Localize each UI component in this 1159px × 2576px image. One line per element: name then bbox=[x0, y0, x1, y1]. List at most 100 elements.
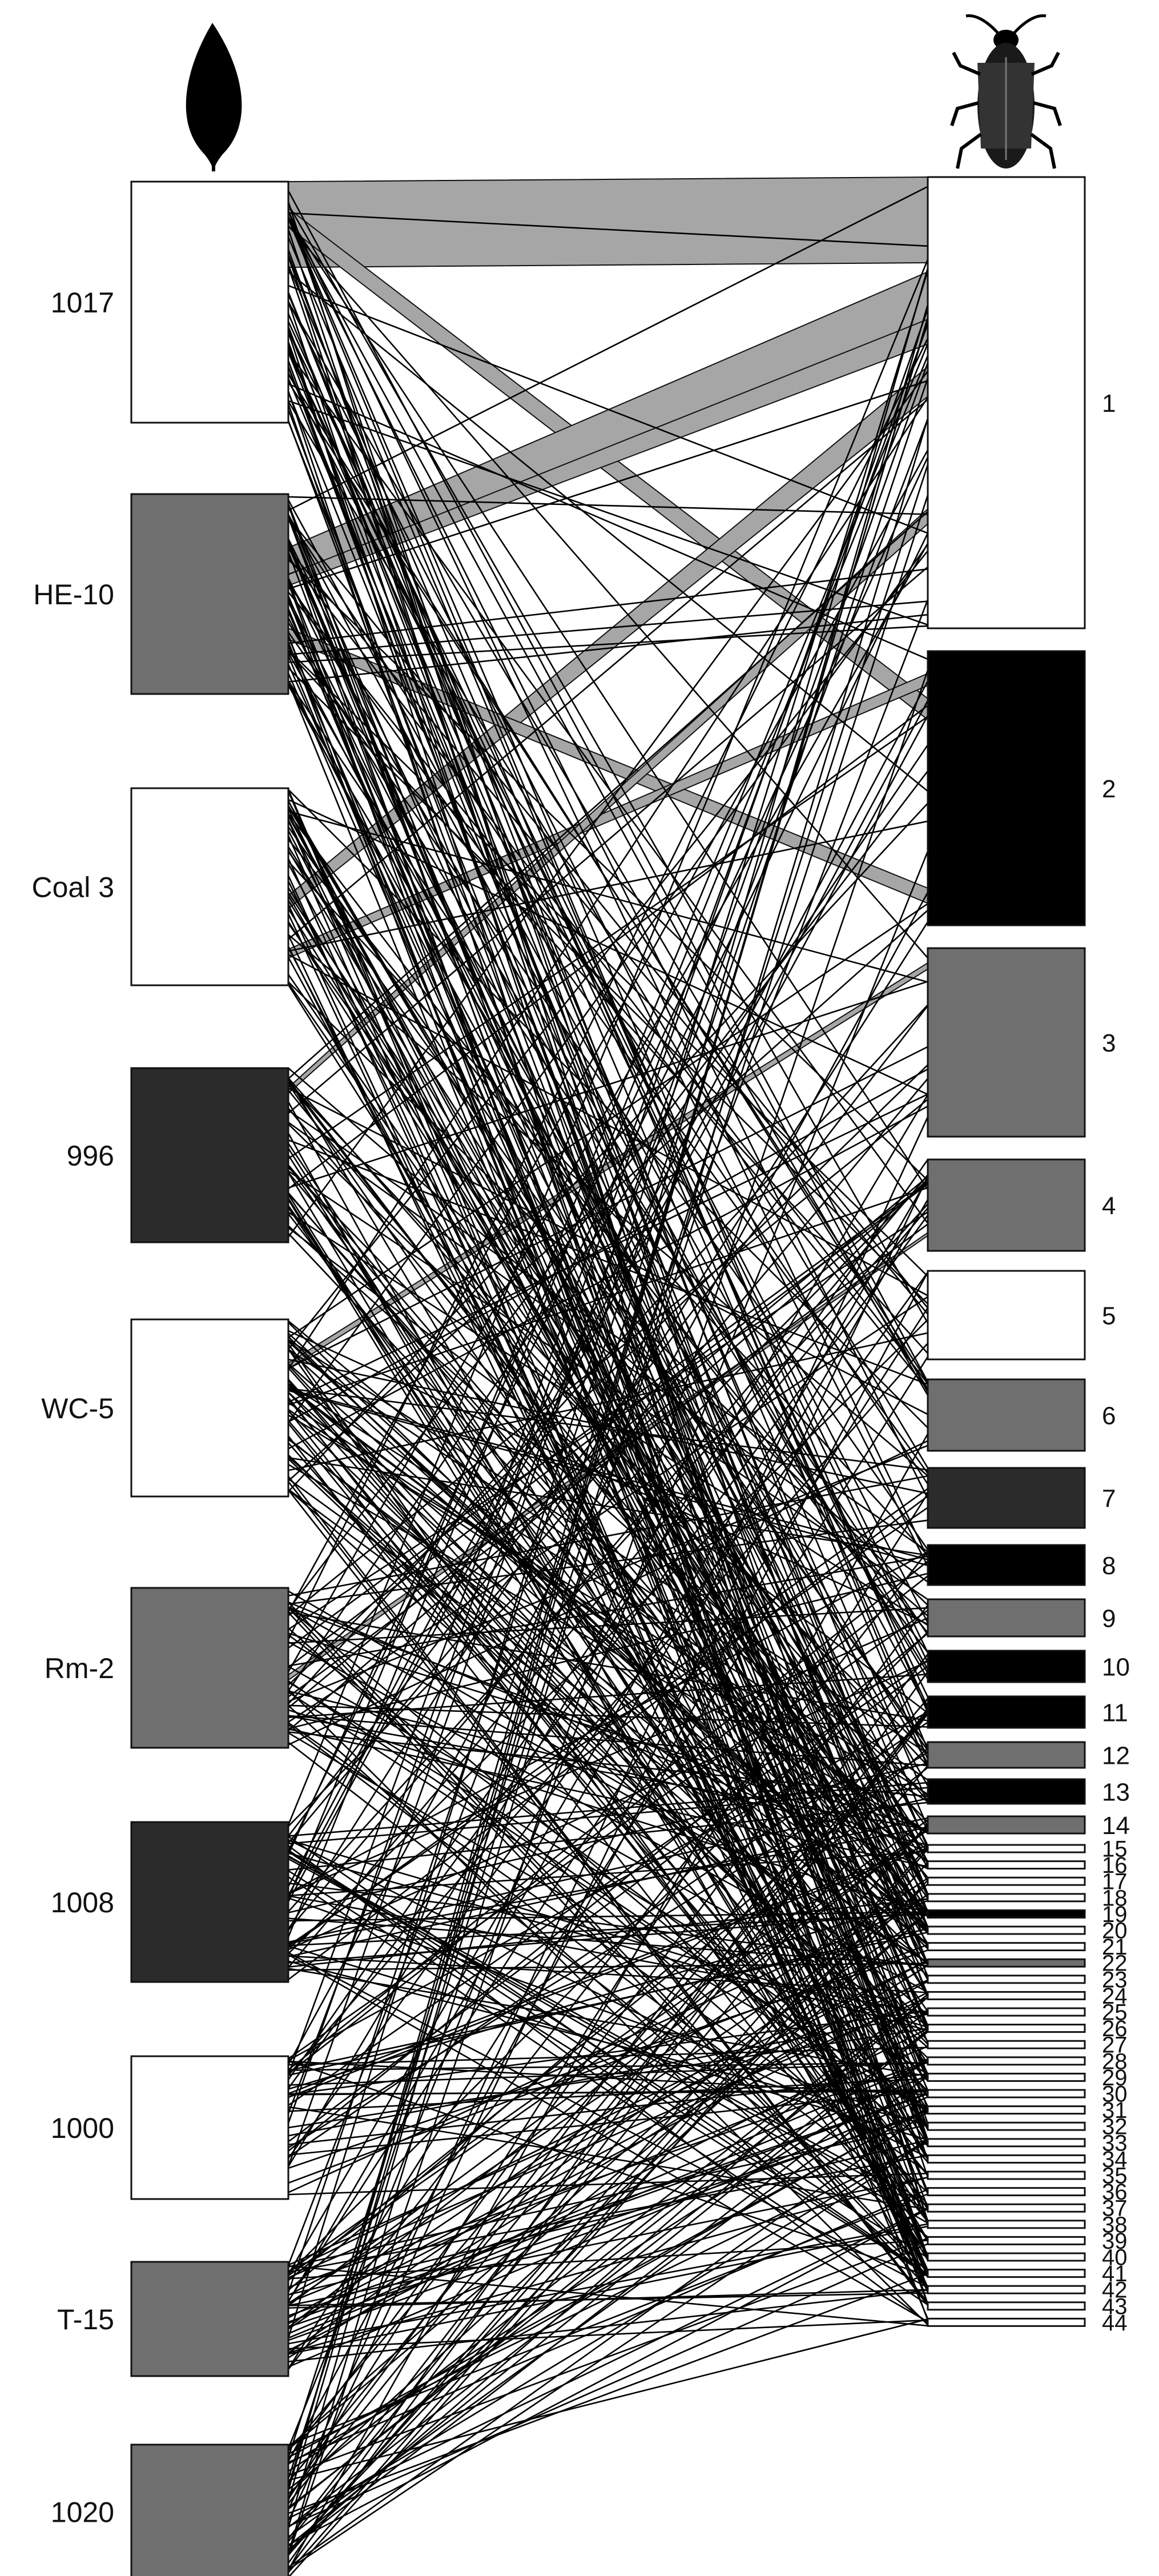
interaction-line bbox=[287, 326, 929, 1978]
interaction-line bbox=[288, 1077, 928, 1802]
insect-node-box bbox=[927, 2317, 1086, 2327]
interaction-line bbox=[288, 820, 928, 952]
insect-label: 3 bbox=[1102, 1029, 1116, 1057]
interaction-line bbox=[288, 1912, 928, 1964]
interaction-line bbox=[288, 1980, 928, 2319]
plant-label: Rm-2 bbox=[45, 1652, 114, 1684]
interaction-line bbox=[288, 649, 928, 1277]
insect-node-box bbox=[927, 2024, 1086, 2033]
interaction-line bbox=[288, 1380, 928, 2128]
insect-label: 29 bbox=[1102, 2065, 1128, 2091]
insect-node-box bbox=[927, 2236, 1086, 2245]
interaction-line bbox=[288, 1488, 928, 1949]
insect-node-box bbox=[927, 1844, 1086, 1853]
insect-node-box bbox=[927, 176, 1086, 629]
interaction-line bbox=[287, 644, 929, 2128]
insect-label: 6 bbox=[1102, 1402, 1116, 1430]
interaction-line bbox=[288, 1387, 928, 1862]
insect-label: 35 bbox=[1102, 2164, 1128, 2189]
insect-node-box bbox=[927, 2170, 1086, 2180]
interaction-line bbox=[287, 1198, 929, 2223]
insect-node-box bbox=[927, 2154, 1086, 2164]
interaction-line bbox=[287, 543, 929, 1672]
interaction-line bbox=[288, 2139, 928, 2296]
interaction-line bbox=[287, 249, 929, 1999]
interaction-line bbox=[287, 403, 929, 2258]
interaction-line bbox=[288, 1440, 928, 1746]
interaction-line bbox=[287, 1271, 929, 2159]
interaction-line bbox=[287, 819, 929, 2144]
interaction-line bbox=[288, 1952, 928, 2289]
insect-label: 42 bbox=[1102, 2278, 1128, 2303]
interaction-line bbox=[287, 1654, 929, 2498]
interaction-line bbox=[288, 1911, 928, 1922]
insect-node-box bbox=[927, 1925, 1086, 1935]
insect-node-box bbox=[927, 2203, 1086, 2213]
interaction-line bbox=[287, 863, 929, 2032]
interaction-line bbox=[288, 548, 928, 1315]
insect-label: 12 bbox=[1102, 1742, 1130, 1770]
interaction-line bbox=[288, 2176, 928, 2306]
interaction-line bbox=[288, 1319, 928, 1955]
interaction-line bbox=[287, 744, 929, 1692]
interaction-line bbox=[288, 1046, 928, 1370]
interaction-line bbox=[288, 1409, 928, 1834]
interaction-line bbox=[288, 1336, 928, 1965]
interaction-line bbox=[287, 921, 929, 1930]
interaction-line bbox=[287, 421, 929, 2044]
interaction-line bbox=[288, 1960, 928, 2296]
insect-label: 4 bbox=[1102, 1192, 1116, 1220]
interaction-line bbox=[288, 1171, 928, 1929]
interaction-line bbox=[287, 360, 929, 2092]
interaction-line bbox=[287, 680, 929, 1927]
interaction-line bbox=[288, 400, 928, 626]
interaction-line bbox=[288, 1801, 928, 1871]
interaction-line bbox=[288, 1004, 928, 1704]
interaction-line bbox=[287, 974, 929, 1899]
interaction-line bbox=[288, 1078, 928, 1844]
interaction-line bbox=[288, 1551, 928, 1894]
insect-node-box bbox=[927, 947, 1086, 1138]
interaction-line bbox=[288, 1631, 928, 2275]
plant-node-box bbox=[130, 1587, 289, 1749]
plant-node-box bbox=[130, 787, 289, 986]
interaction-line bbox=[288, 1849, 928, 2258]
interaction-line bbox=[287, 378, 929, 1896]
interaction-line bbox=[288, 1211, 928, 1626]
insect-node-box bbox=[927, 1909, 1086, 1919]
plant-node-box bbox=[130, 493, 289, 695]
interaction-line bbox=[288, 1836, 928, 2275]
insect-node-box bbox=[927, 1378, 1086, 1452]
plant-label: HE-10 bbox=[33, 579, 114, 611]
insect-node-box bbox=[927, 2121, 1086, 2131]
interaction-line bbox=[287, 370, 929, 1238]
interaction-line bbox=[288, 284, 928, 534]
interaction-line bbox=[288, 1064, 928, 1686]
interaction-line bbox=[287, 495, 929, 2479]
interaction-line bbox=[288, 2060, 928, 2277]
insect-node-box bbox=[927, 1598, 1086, 1638]
beetle-icon bbox=[950, 14, 1062, 169]
interaction-line bbox=[288, 2110, 928, 2569]
interaction-line bbox=[288, 1442, 928, 2176]
interaction-line bbox=[287, 1207, 929, 2145]
interaction-line bbox=[288, 1762, 928, 1913]
insect-label: 23 bbox=[1102, 1967, 1128, 1992]
interaction-line bbox=[288, 1365, 928, 2045]
interaction-line bbox=[288, 1928, 928, 2076]
interaction-line bbox=[287, 830, 929, 2075]
interaction-line bbox=[287, 450, 929, 1612]
interaction-line bbox=[288, 613, 928, 683]
interaction-line bbox=[288, 2075, 928, 2538]
insect-node-box bbox=[927, 1991, 1086, 2000]
interaction-line bbox=[287, 254, 929, 1913]
insect-node-box bbox=[927, 1876, 1086, 1886]
insect-label: 38 bbox=[1102, 2212, 1128, 2237]
insect-label: 10 bbox=[1102, 1654, 1130, 1682]
interaction-line bbox=[287, 218, 929, 1760]
interaction-line bbox=[288, 2058, 928, 2551]
interaction-line bbox=[287, 1143, 929, 2096]
insect-node-box bbox=[927, 1270, 1086, 1361]
interaction-line bbox=[287, 218, 929, 1499]
interaction-line bbox=[288, 2096, 928, 2368]
